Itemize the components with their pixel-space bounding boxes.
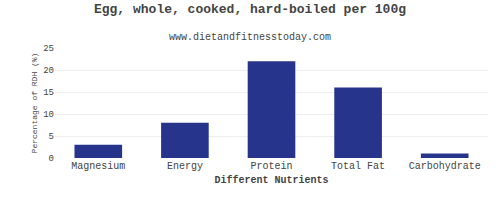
svg-text:0: 0: [49, 154, 54, 164]
svg-text:Egg, whole, cooked, hard-boile: Egg, whole, cooked, hard-boiled per 100g: [94, 2, 406, 17]
svg-text:25: 25: [43, 44, 54, 54]
svg-text:Energy: Energy: [167, 161, 203, 172]
svg-text:15: 15: [43, 88, 54, 98]
svg-text:Different Nutrients: Different Nutrients: [214, 175, 328, 186]
svg-text:5: 5: [49, 132, 54, 142]
svg-text:20: 20: [43, 66, 54, 76]
svg-text:10: 10: [43, 110, 54, 120]
svg-text:www.dietandfitnesstoday.com: www.dietandfitnesstoday.com: [169, 32, 331, 43]
svg-text:Percentage of RDH (%): Percentage of RDH (%): [30, 53, 39, 154]
svg-text:Protein: Protein: [250, 161, 292, 172]
svg-text:Carbohydrate: Carbohydrate: [409, 161, 481, 172]
svg-text:Total Fat: Total Fat: [331, 161, 385, 172]
svg-text:Magnesium: Magnesium: [71, 161, 125, 172]
